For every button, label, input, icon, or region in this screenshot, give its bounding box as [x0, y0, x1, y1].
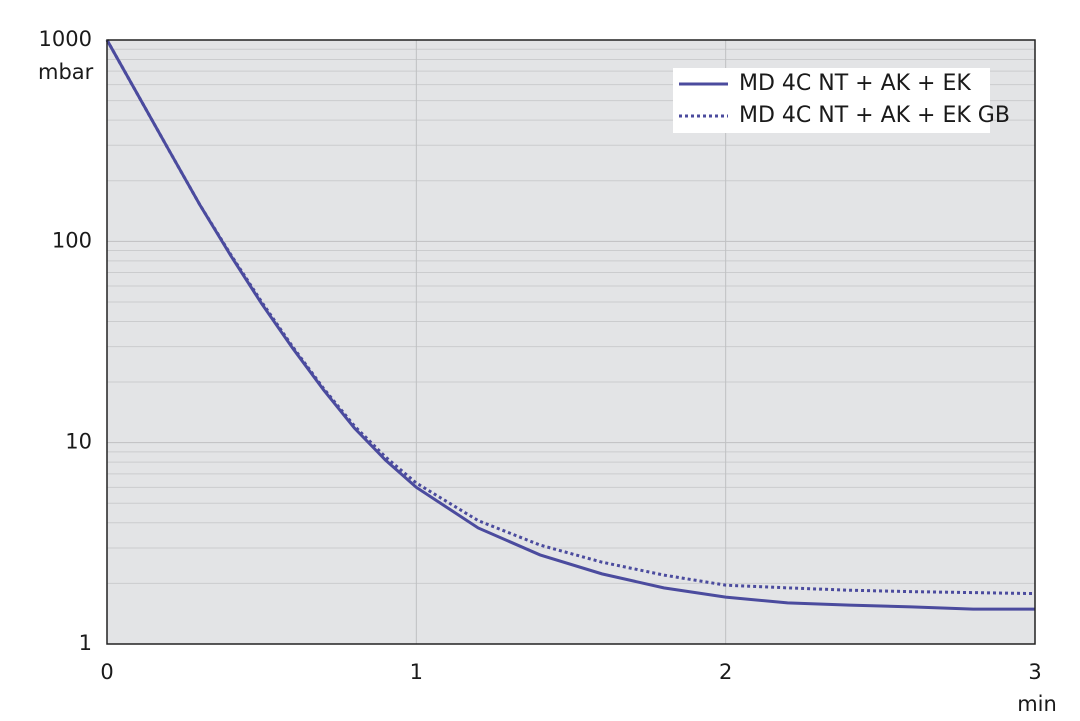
legend-box	[673, 68, 990, 133]
x-tick-label: 0	[100, 660, 113, 684]
x-tick-label: 1	[410, 660, 423, 684]
legend-label: MD 4C NT + AK + EK GB	[739, 103, 1010, 128]
x-tick-label: 2	[719, 660, 732, 684]
y-tick-label: 10	[65, 430, 92, 454]
y-axis-label: mbar	[38, 60, 94, 84]
plot-area	[107, 40, 1035, 644]
series-line	[105, 39, 1035, 611]
y-tick-label: 1000	[39, 27, 92, 51]
legend-label: MD 4C NT + AK + EK	[739, 71, 971, 96]
x-tick-label: 3	[1028, 660, 1041, 684]
x-axis-label: min	[1017, 692, 1057, 716]
y-tick-label: 100	[52, 228, 92, 252]
y-tick-label: 1	[79, 631, 92, 655]
plot-frame	[106, 39, 1036, 645]
